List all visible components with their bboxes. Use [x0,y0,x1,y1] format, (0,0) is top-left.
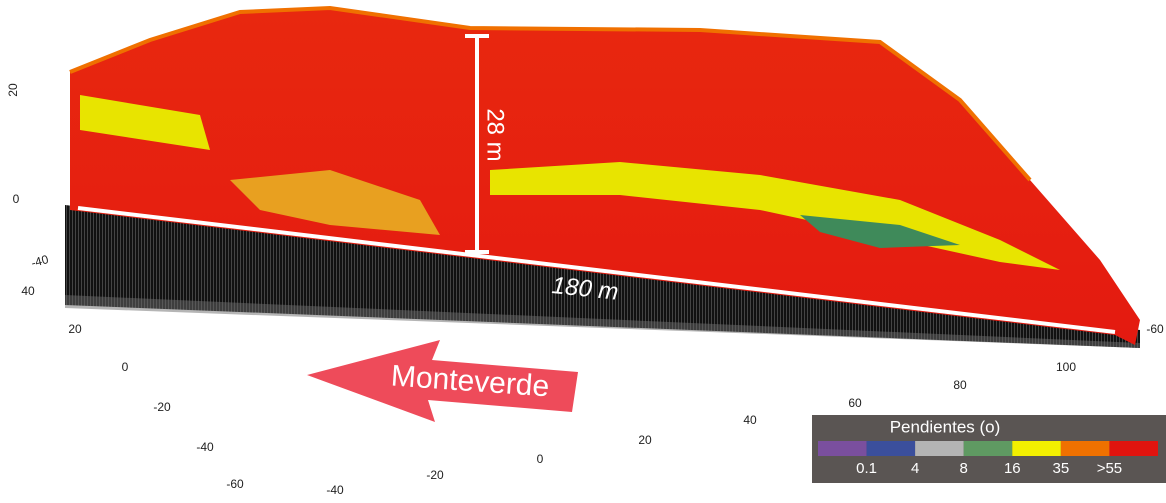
z-tick-label: 20 [6,83,20,97]
terrain-band [80,95,210,150]
legend-swatch [915,441,964,456]
direction-arrow [307,340,578,422]
z-tick-label: 0 [13,192,20,206]
legend-label: 16 [1004,460,1021,477]
y-tick-label: 40 [21,284,35,298]
x-tick-label: 80 [953,378,967,392]
legend-swatch [1109,441,1158,456]
terrain-rim [69,5,1032,182]
x-tick-label: 0 [537,452,544,466]
x-tick-label: 100 [1056,360,1076,374]
y-tick-label: -20 [153,400,171,414]
legend-swatch [963,441,1013,456]
legend-swatch [1060,441,1110,456]
legend-label: 35 [1053,460,1070,477]
right-tick-label: -60 [1146,322,1164,336]
x-tick-label: 40 [743,413,757,427]
legend-title: Pendientes (o) [890,417,1001,436]
length-line [77,206,1116,334]
x-tick-label: -40 [326,483,344,497]
legend-label: 0.1 [856,460,877,477]
legend-label: 4 [911,460,919,477]
x-tick-label: 20 [638,433,652,447]
legend-swatch [866,441,916,456]
y-tick-label: -60 [226,477,244,491]
legend-label: >55 [1097,460,1122,477]
z-tick-label: -40 [30,252,51,270]
legend-swatch [818,441,867,456]
height-label: 28 m [482,108,509,161]
y-tick-label: -40 [196,440,214,454]
terrain-base-edge [65,295,1140,348]
y-tick-label: 20 [68,322,82,336]
y-tick-label: 0 [122,360,129,374]
x-tick-label: -20 [426,468,444,482]
legend-label: 8 [960,460,968,477]
terrain-band [800,215,960,248]
legend-items: 0.1 4 8 16 35 >55 [818,441,1158,477]
x-tick-label: 60 [848,396,862,410]
terrain-band [230,170,440,235]
legend-swatch [1012,441,1061,456]
